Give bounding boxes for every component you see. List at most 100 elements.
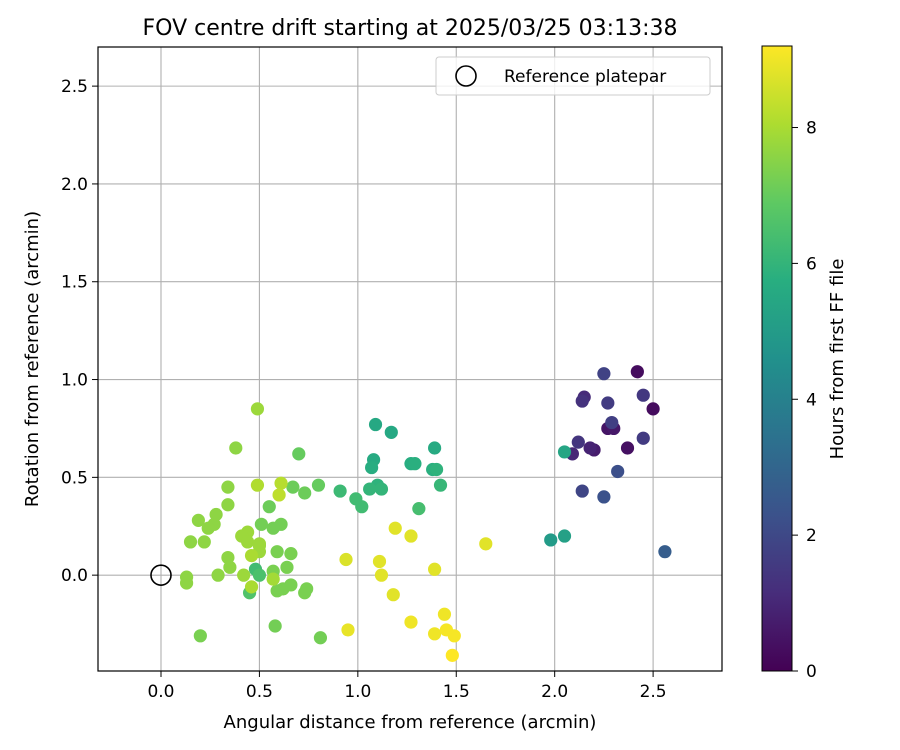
colorbar-ticks: 0 2 4 6 8 bbox=[792, 119, 817, 682]
scatter-point bbox=[209, 507, 223, 522]
legend-label: Reference platepar bbox=[504, 67, 666, 87]
scatter-point bbox=[372, 554, 387, 569]
scatter-point bbox=[575, 394, 589, 408]
scatter-point bbox=[597, 490, 611, 504]
legend-marker bbox=[455, 65, 477, 87]
scatter-point bbox=[270, 584, 284, 598]
scatter-point bbox=[408, 457, 422, 471]
scatter-point bbox=[292, 447, 306, 461]
scatter-point bbox=[597, 367, 611, 381]
scatter-point bbox=[313, 631, 328, 645]
x-tick-label: 1.5 bbox=[443, 682, 470, 702]
scatter-point bbox=[241, 535, 255, 549]
scatter-point bbox=[244, 580, 259, 594]
scatter-point bbox=[280, 560, 294, 574]
scatter-point bbox=[433, 478, 448, 492]
scatter-point bbox=[636, 388, 650, 402]
scatter-point bbox=[254, 517, 268, 531]
scatter-point bbox=[274, 476, 288, 490]
grid-lines bbox=[98, 47, 722, 671]
scatter-point bbox=[368, 417, 383, 432]
x-axis-label: Angular distance from reference (arcmin) bbox=[224, 712, 597, 733]
scatter-point bbox=[447, 629, 461, 643]
scatter-point bbox=[388, 521, 402, 535]
scatter-point bbox=[630, 365, 644, 379]
scatter-point bbox=[339, 552, 353, 567]
plot-frame bbox=[97, 46, 723, 672]
x-tick-label: 0.0 bbox=[147, 682, 174, 702]
scatter-point bbox=[197, 535, 211, 549]
scatter-point bbox=[300, 582, 314, 596]
scatter-point bbox=[428, 562, 442, 576]
scatter-point bbox=[272, 488, 286, 502]
scatter-point bbox=[355, 500, 369, 514]
scatter-point bbox=[298, 486, 312, 500]
scatter-point bbox=[404, 615, 418, 629]
scatter-point bbox=[311, 478, 326, 492]
scatter-point bbox=[544, 533, 558, 547]
scatter-point bbox=[605, 415, 619, 430]
colorbar-label: Hours from first FF file bbox=[827, 259, 848, 460]
scatter-point bbox=[636, 431, 650, 445]
scatter-point bbox=[412, 502, 426, 516]
scatter-point bbox=[374, 568, 389, 582]
x-axis-ticks: 0.0 0.5 1.0 1.5 2.0 2.5 bbox=[147, 671, 667, 702]
data-points bbox=[179, 365, 672, 662]
reference-marker bbox=[150, 564, 172, 586]
scatter-point bbox=[221, 480, 235, 494]
scatter-point bbox=[262, 500, 276, 514]
scatter-point bbox=[237, 568, 251, 582]
colorbar-tick-label: 6 bbox=[806, 254, 817, 274]
scatter-point bbox=[363, 482, 377, 496]
colorbar-tick-label: 0 bbox=[806, 662, 817, 682]
x-tick-label: 0.5 bbox=[246, 682, 273, 702]
scatter-point bbox=[270, 545, 284, 559]
scatter-point bbox=[571, 435, 585, 449]
scatter-point bbox=[193, 629, 207, 643]
colorbar-gradient bbox=[761, 45, 793, 672]
scatter-point bbox=[333, 484, 347, 498]
scatter-point bbox=[284, 547, 298, 561]
scatter-point bbox=[201, 521, 215, 535]
y-tick-label: 2.0 bbox=[61, 175, 88, 195]
scatter-point bbox=[557, 445, 572, 459]
scatter-point bbox=[437, 607, 452, 621]
scatter-point bbox=[611, 464, 625, 479]
scatter-point bbox=[266, 521, 280, 535]
y-axis-label: Rotation from reference (arcmin) bbox=[22, 211, 43, 507]
scatter-point bbox=[252, 568, 267, 582]
scatter-point bbox=[268, 619, 282, 633]
scatter-point bbox=[658, 545, 672, 559]
y-tick-label: 0.0 bbox=[61, 566, 88, 586]
scatter-point bbox=[211, 568, 225, 582]
scatter-point bbox=[429, 462, 444, 477]
scatter-point bbox=[620, 441, 635, 455]
scatter-point bbox=[266, 572, 280, 586]
y-tick-label: 0.5 bbox=[61, 468, 88, 488]
scatter-point bbox=[244, 548, 259, 563]
scatter-point bbox=[479, 537, 493, 551]
scatter-point bbox=[286, 480, 300, 494]
y-tick-label: 1.0 bbox=[61, 371, 88, 391]
scatter-point bbox=[221, 550, 235, 565]
scatter-point bbox=[179, 576, 194, 590]
scatter-point bbox=[646, 402, 660, 416]
scatter-point bbox=[384, 425, 398, 439]
scatter-point bbox=[583, 441, 597, 455]
colorbar: 0 2 4 6 8 Hours from first FF file bbox=[761, 45, 848, 682]
y-axis-ticks: 0.0 0.5 1.0 1.5 2.0 2.5 bbox=[61, 77, 98, 586]
scatter-point bbox=[557, 529, 572, 543]
y-tick-label: 2.5 bbox=[61, 77, 88, 97]
scatter-point bbox=[221, 498, 235, 512]
scatter-point bbox=[252, 537, 267, 551]
scatter-point bbox=[365, 460, 379, 475]
scatter-point bbox=[183, 535, 198, 549]
colorbar-tick-label: 2 bbox=[806, 526, 817, 546]
scatter-point bbox=[250, 478, 265, 492]
y-tick-label: 1.5 bbox=[61, 273, 88, 293]
scatter-point bbox=[428, 627, 442, 641]
scatter-point bbox=[374, 482, 389, 496]
scatter-point bbox=[386, 588, 400, 602]
colorbar-tick-label: 4 bbox=[806, 390, 817, 410]
